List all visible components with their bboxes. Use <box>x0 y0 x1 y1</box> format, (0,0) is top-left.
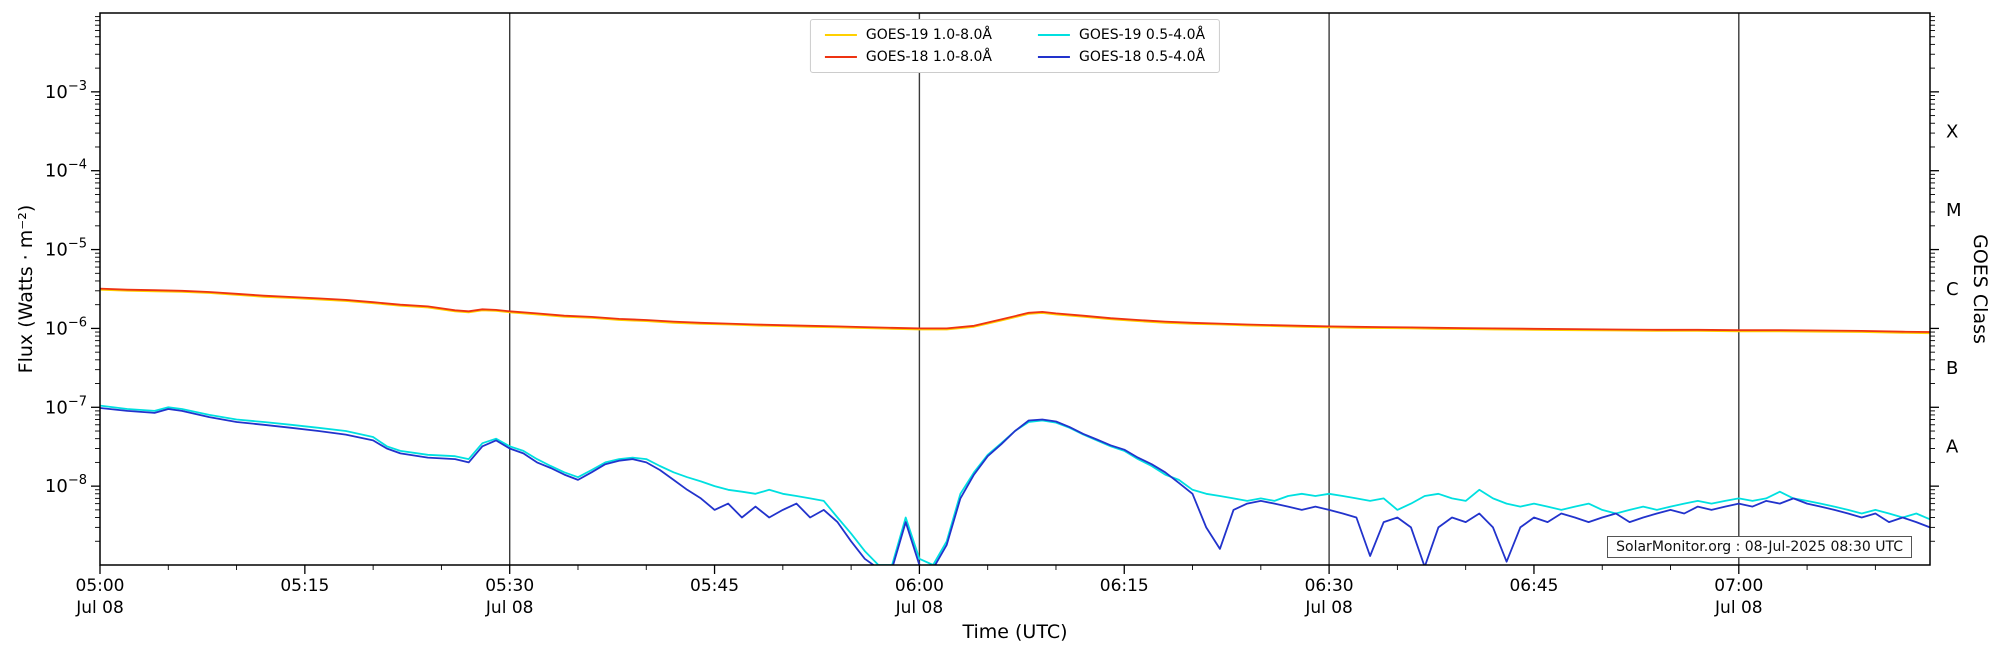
x-tick-time: 07:00 <box>1714 576 1763 596</box>
y-tick-label: 10−7 <box>45 394 87 418</box>
y-axis-title: Flux (Watts · m⁻²) <box>15 204 37 374</box>
x-tick-time: 06:45 <box>1509 576 1558 596</box>
goes-class-label-a: A <box>1946 437 1959 458</box>
goes-class-label-x: X <box>1946 121 1958 142</box>
x-tick-date: Jul 08 <box>895 598 944 618</box>
series-line-goes18-short <box>100 407 1930 565</box>
legend-entry-goes19-long: GOES-19 1.0-8.0Å <box>824 27 992 43</box>
goes-class-label-b: B <box>1946 358 1958 379</box>
x-axis-title: Time (UTC) <box>962 621 1068 643</box>
x-tick-time: 06:15 <box>1100 576 1149 596</box>
plot-border <box>99 12 1931 566</box>
x-tick-date: Jul 08 <box>485 598 534 618</box>
x-tick-time: 05:15 <box>280 576 329 596</box>
x-tick-date: Jul 08 <box>75 598 124 618</box>
series-line-goes19-long <box>100 288 1930 335</box>
series-line-goes18-long <box>100 287 1930 333</box>
x-tick-time: 06:00 <box>895 576 944 596</box>
legend-label: GOES-18 0.5-4.0Å <box>1079 49 1206 65</box>
goes-class-label-c: C <box>1946 279 1959 300</box>
legend-line-sample <box>1038 56 1070 58</box>
goes-class-axis-title: GOES Class <box>1969 234 1991 344</box>
legend-label: GOES-19 0.5-4.0Å <box>1079 27 1206 43</box>
x-tick-time: 05:00 <box>76 576 125 596</box>
legend: GOES-19 1.0-8.0Å GOES-18 1.0-8.0Å GOES-19 … <box>809 19 1221 73</box>
x-tick-time: 05:30 <box>485 576 534 596</box>
x-tick-date: Jul 08 <box>1714 598 1763 618</box>
watermark: SolarMonitor.org : 08-Jul-2025 08:30 UTC <box>1607 536 1912 558</box>
goes-class-label-m: M <box>1946 200 1962 221</box>
legend-entry-goes18-short: GOES-18 0.5-4.0Å <box>1038 49 1205 65</box>
y-tick-label: 10−3 <box>45 79 87 103</box>
legend-line-sample <box>1038 34 1070 36</box>
legend-entry-goes18-long: GOES-18 1.0-8.0Å <box>824 49 992 65</box>
y-tick-label: 10−5 <box>45 237 87 261</box>
legend-line-sample <box>824 56 857 58</box>
legend-label: GOES-18 1.0-8.0Å <box>865 49 992 65</box>
legend-entry-goes19-short: GOES-19 0.5-4.0Å <box>1038 27 1205 43</box>
legend-label: GOES-19 1.0-8.0Å <box>865 27 992 43</box>
legend-line-sample <box>824 34 857 36</box>
y-tick-label: 10−4 <box>45 158 87 182</box>
y-tick-label: 10−8 <box>45 473 87 497</box>
x-tick-time: 05:45 <box>690 576 739 596</box>
y-tick-label: 10−6 <box>45 315 87 339</box>
x-tick-date: Jul 08 <box>1304 598 1353 618</box>
x-tick-time: 06:30 <box>1305 576 1354 596</box>
